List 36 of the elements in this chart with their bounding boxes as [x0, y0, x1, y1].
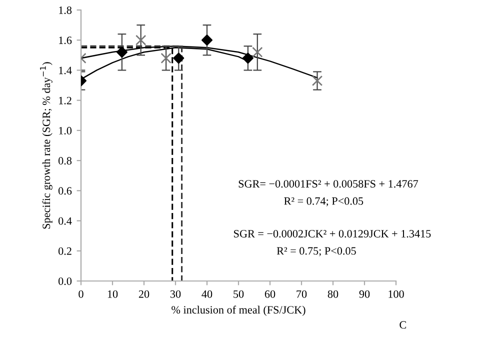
- x-tick-label: 30: [170, 290, 181, 298]
- x-tick-label: 10: [108, 290, 118, 298]
- y-tick-label: 1.4: [59, 66, 72, 74]
- annotation: R² = 0.74; P<0.05: [284, 197, 364, 206]
- point: [135, 34, 146, 46]
- point: [116, 46, 128, 58]
- x-tick-label: 100: [388, 290, 404, 298]
- point: [312, 75, 323, 86]
- y-axis-title: Specific growth rate (SGR; % day$^{−1}$): [40, 62, 52, 229]
- x-tick-label: 20: [138, 290, 150, 298]
- x-tick-label: 0: [78, 290, 84, 298]
- x-tick-label: 90: [359, 290, 370, 298]
- x-tick-label: 60: [264, 290, 276, 298]
- y-tick-label: 0.0: [58, 277, 72, 286]
- y-tick-label: 1.0: [59, 126, 72, 134]
- point: [173, 52, 184, 64]
- x-tick-label: 80: [328, 290, 338, 298]
- y-tick-label: 0.4: [58, 217, 72, 225]
- y-tick-label: 0.2: [58, 247, 72, 255]
- y-tick-label: 1.8: [59, 6, 72, 14]
- point: [252, 46, 263, 58]
- point: [160, 52, 172, 64]
- point: [201, 34, 213, 46]
- annotation: SGR= −0.0001FS² + 0.0058FS + 1.4767: [238, 180, 418, 188]
- x-tick-label: 40: [202, 290, 212, 298]
- point: [242, 52, 254, 64]
- y-tick-label: 0.6: [58, 187, 72, 195]
- annotation: SGR = −0.0002JCK² + 0.0129JCK + 1.3415: [234, 230, 431, 238]
- y-tick-label: 1.6: [59, 36, 72, 44]
- y-tick-label: 0.8: [58, 157, 72, 165]
- x-axis-title: % inclusion of meal (FS/JCK): [172, 306, 306, 316]
- x-tick-label: 50: [234, 290, 244, 298]
- x-tick-label: 70: [296, 290, 307, 298]
- y-tick-label: 1.2: [59, 96, 72, 104]
- text: C: [400, 321, 406, 329]
- annotation: R² = 0.75; P<0.05: [276, 247, 356, 256]
